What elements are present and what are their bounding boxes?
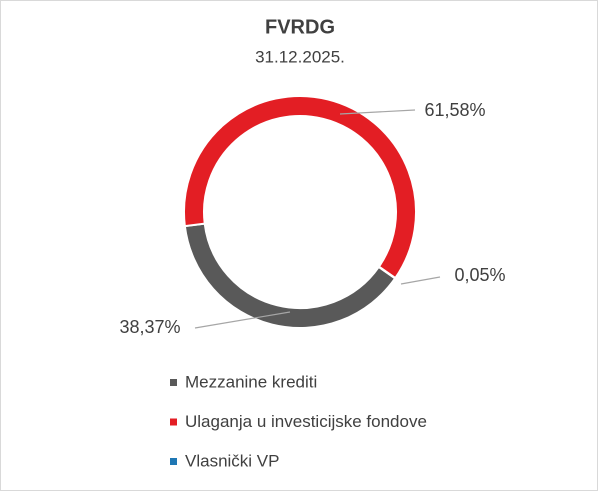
donut-slice — [377, 265, 397, 280]
legend-label: Mezzanine krediti — [185, 372, 317, 391]
chart-subtitle: 31.12.2025. — [255, 47, 345, 66]
legend-swatch — [170, 418, 177, 426]
donut-slice — [183, 95, 417, 280]
legend-label: Ulaganja u investicijske fondove — [185, 412, 427, 431]
data-label: 38,37% — [119, 317, 180, 337]
leader-line — [400, 276, 441, 285]
data-label: 61,58% — [424, 100, 485, 120]
leader-line — [339, 109, 416, 115]
data-label: 0,05% — [454, 265, 505, 285]
chart-title: FVRDG — [265, 16, 335, 38]
legend-swatch — [170, 458, 177, 465]
leader-line — [194, 311, 291, 329]
legend-swatch — [170, 379, 177, 386]
legend-label: Vlasnički VP — [185, 451, 279, 470]
